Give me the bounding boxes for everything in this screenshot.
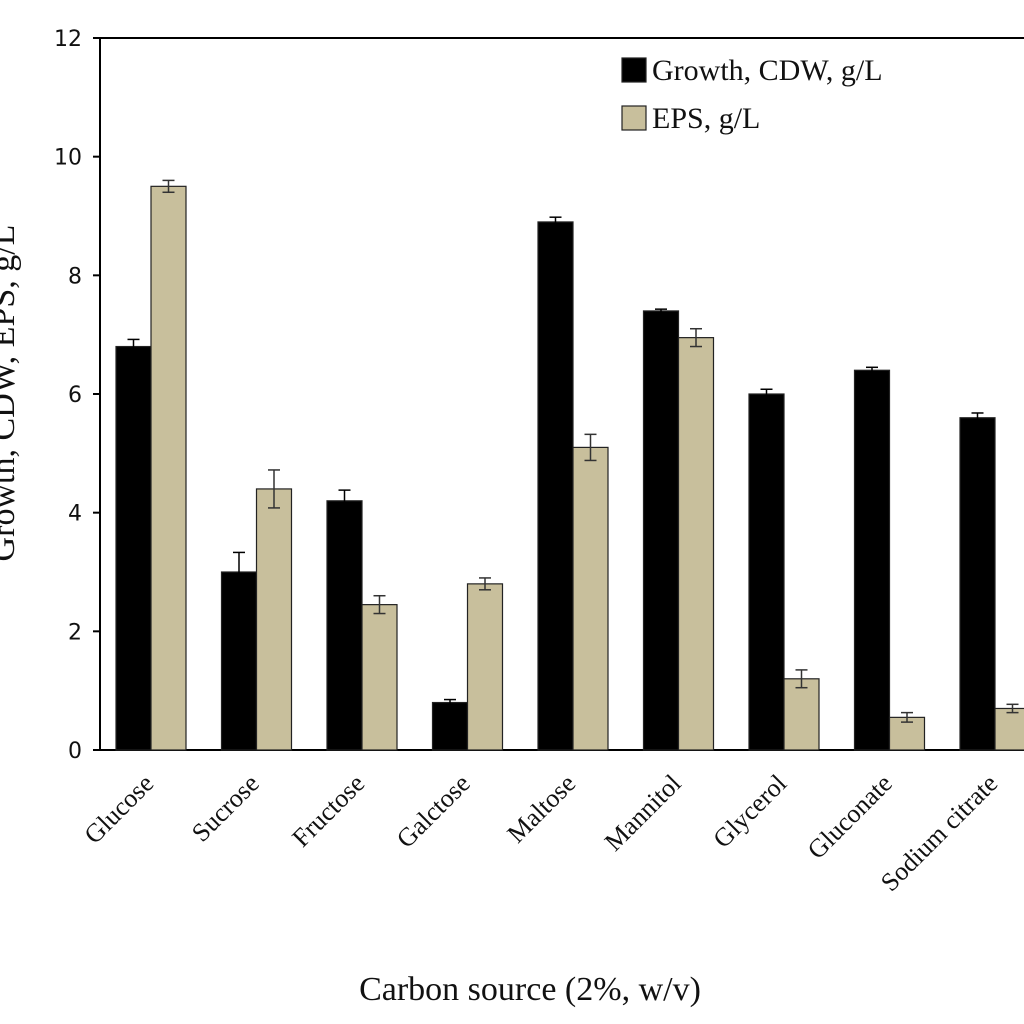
x-tick-label: Maltose: [502, 769, 582, 849]
bar-growth: [853, 369, 891, 751]
y-tick-label: 8: [68, 264, 82, 289]
bar-growth: [115, 345, 152, 751]
bar-growth: [326, 500, 363, 751]
bar-growth: [220, 571, 258, 751]
x-tick-label: Fructose: [286, 769, 370, 853]
y-tick-label: 2: [68, 620, 82, 645]
x-axis: Glucose Sucrose Fructose Galctose Maltose Man…: [78, 769, 1003, 897]
x-axis-title: Carbon source (2%, w/v): [359, 971, 701, 1008]
bar-growth: [431, 701, 469, 751]
bar-growth: [537, 221, 574, 751]
legend-label-eps: EPS, g/L: [652, 102, 760, 135]
y-tick-label: 4: [68, 502, 82, 527]
x-tick-label: Sucrose: [186, 769, 265, 848]
bars: [115, 179, 1024, 751]
bar-growth: [748, 393, 785, 751]
bar-eps: [677, 337, 715, 751]
y-tick-label: 12: [54, 27, 82, 52]
bar-eps: [783, 678, 820, 751]
y-tick-label: 6: [68, 383, 82, 408]
y-axis-title: Growth, CDW, EPS, g/L: [0, 225, 22, 562]
bar-growth: [959, 417, 996, 751]
legend-swatch-eps: [621, 105, 647, 131]
bar-growth: [642, 310, 680, 751]
bar-eps: [994, 707, 1024, 751]
bar-eps: [572, 446, 609, 751]
x-tick-label: Mannitol: [599, 769, 687, 857]
x-tick-label: Galctose: [391, 769, 476, 854]
y-tick-label: 10: [54, 146, 82, 171]
bar-eps: [150, 185, 187, 751]
y-tick-label: 0: [68, 739, 82, 764]
bar-eps: [361, 604, 398, 751]
legend-label-growth: Growth, CDW, g/L: [652, 54, 883, 87]
legend-swatch-growth: [621, 57, 647, 83]
x-tick-label: Glucose: [78, 769, 159, 850]
x-tick-label: Glycerol: [707, 769, 792, 854]
legend: Growth, CDW, g/L EPS, g/L: [621, 54, 883, 135]
x-tick-label: Gluconate: [802, 769, 898, 865]
y-axis: 0 2 4 6 8 10 12: [54, 27, 100, 764]
bar-eps: [255, 488, 293, 751]
bar-eps: [466, 583, 504, 751]
